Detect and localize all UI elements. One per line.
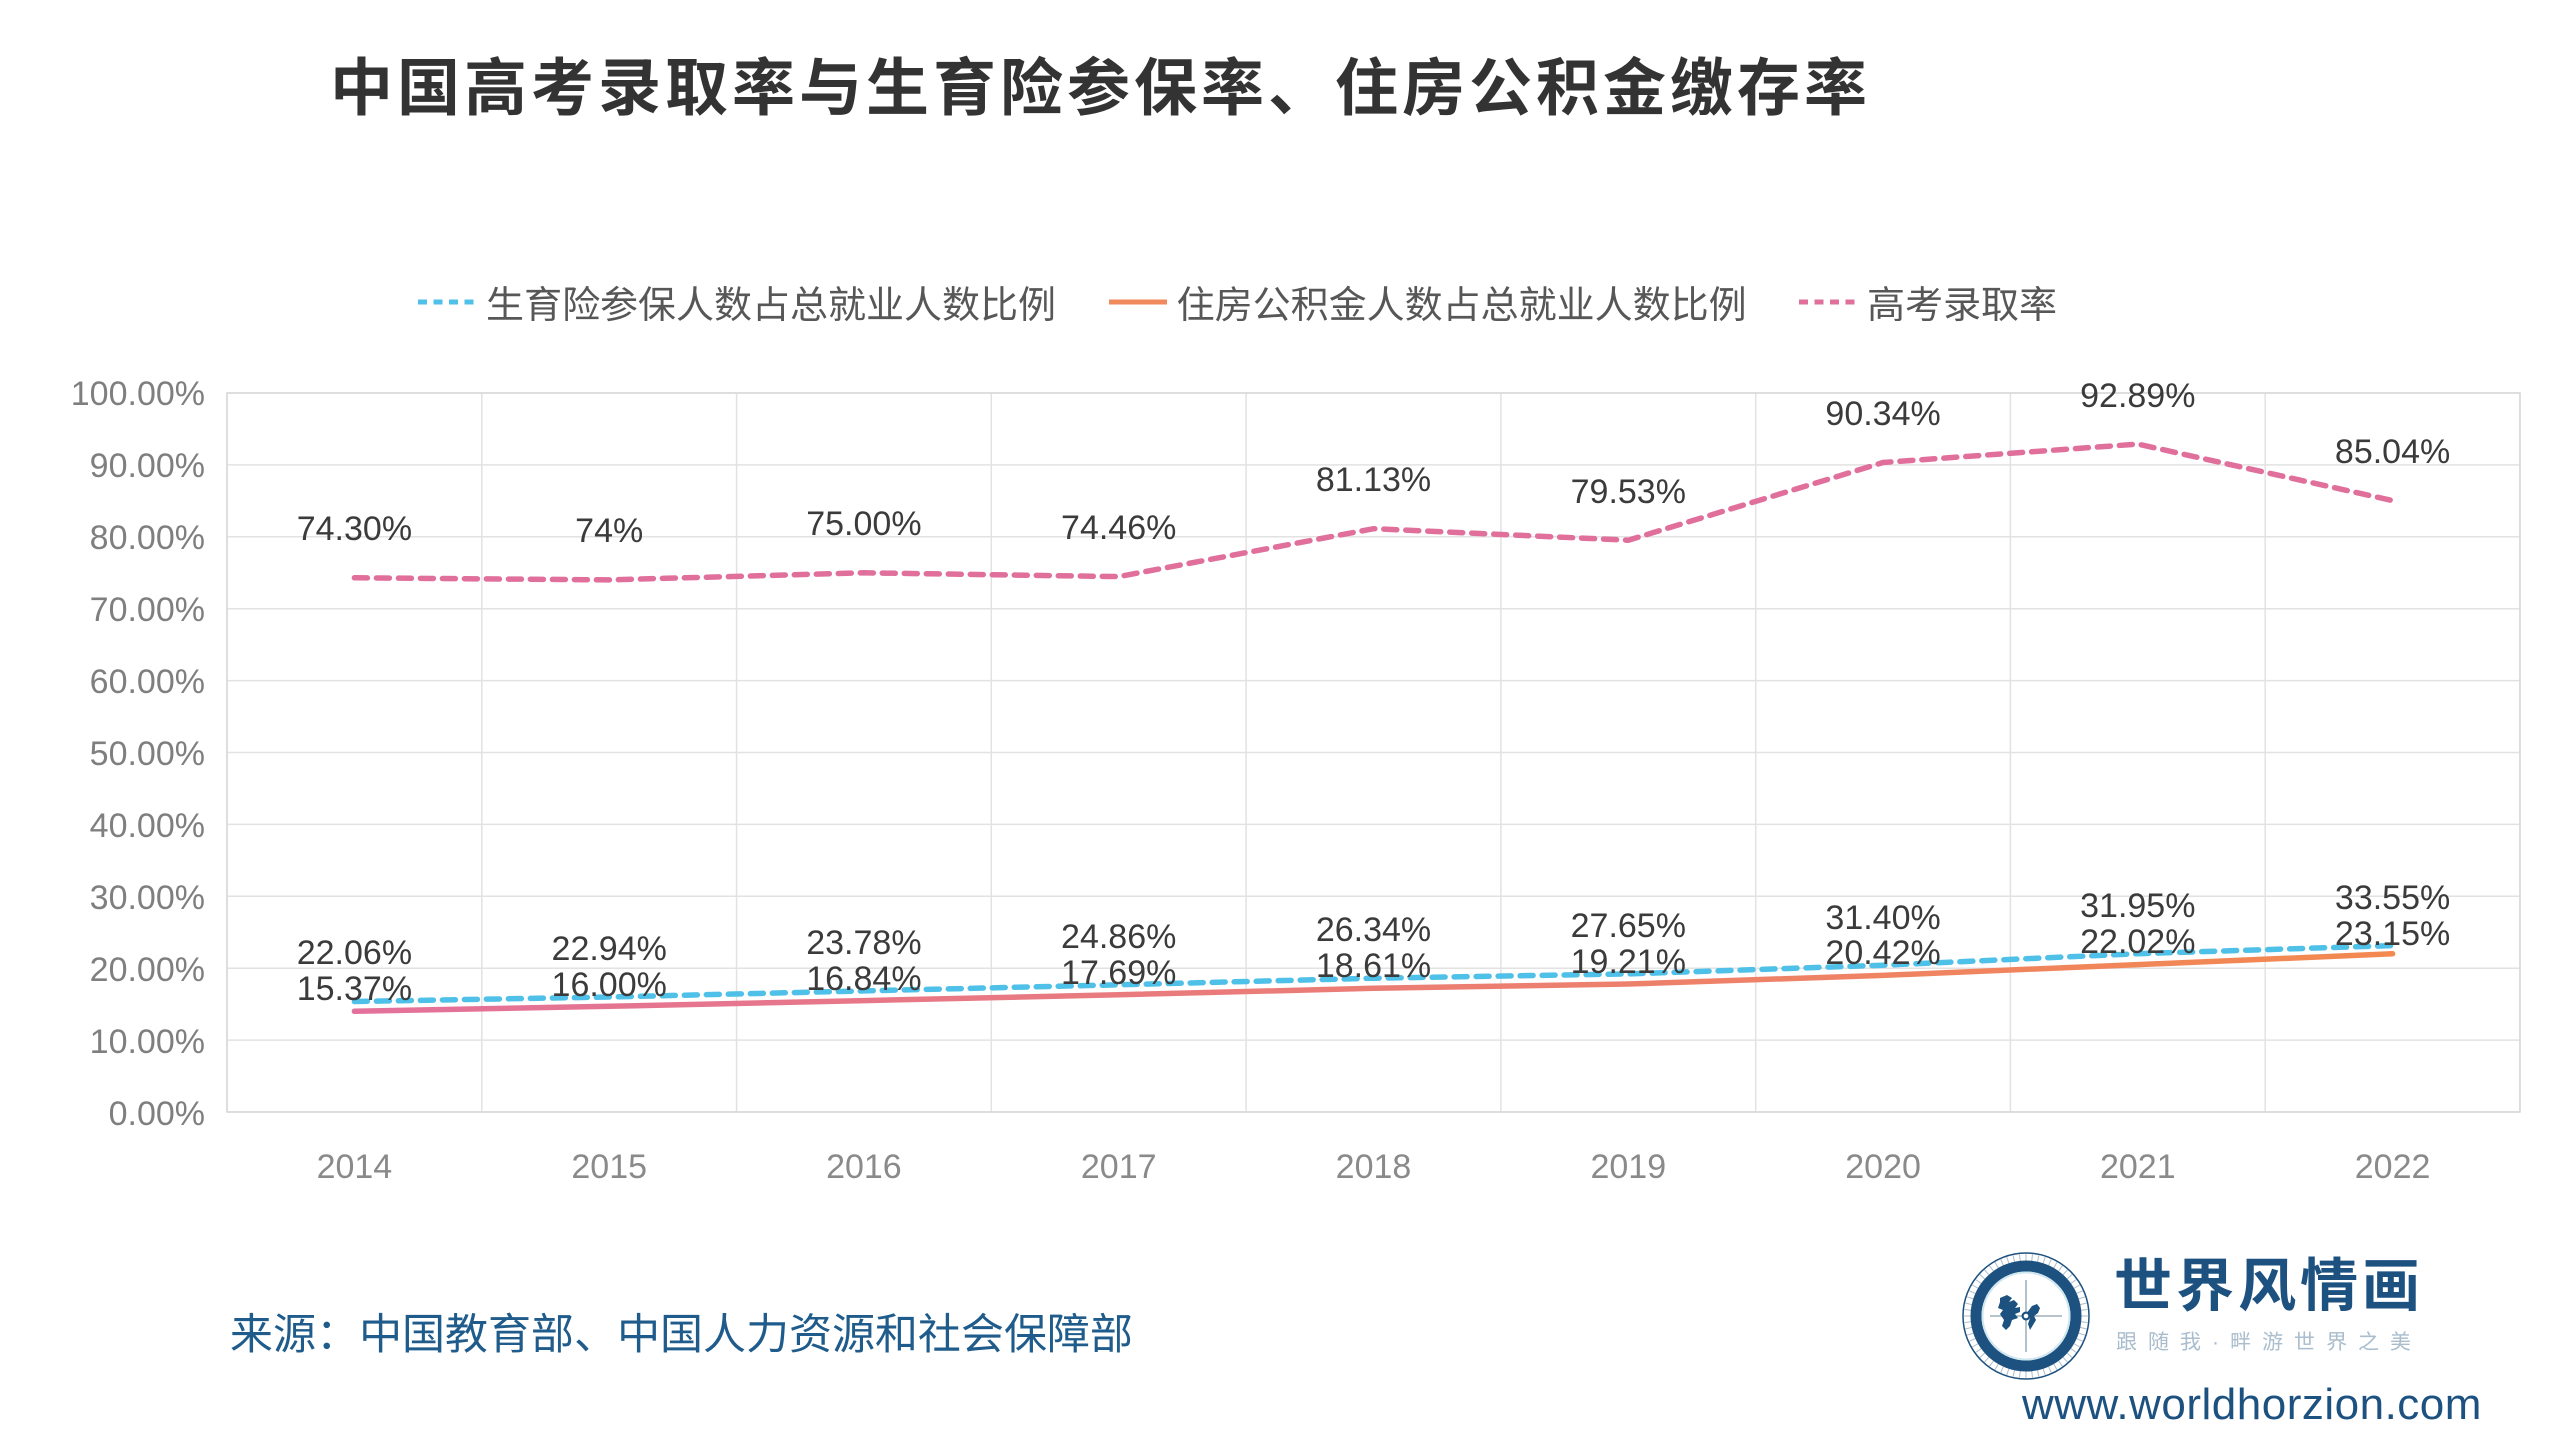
svg-text:81.13%: 81.13%: [1316, 461, 1431, 499]
svg-text:16.00%: 16.00%: [552, 966, 667, 1004]
svg-text:31.95%: 31.95%: [2080, 887, 2195, 925]
svg-text:30.00%: 30.00%: [90, 879, 205, 917]
svg-text:90.00%: 90.00%: [90, 447, 205, 485]
svg-text:75.00%: 75.00%: [806, 505, 921, 543]
svg-text:17.69%: 17.69%: [1061, 954, 1176, 992]
svg-text:23.78%: 23.78%: [806, 924, 921, 962]
svg-text:70.00%: 70.00%: [90, 591, 205, 629]
svg-text:23.15%: 23.15%: [2335, 915, 2450, 953]
svg-text:2015: 2015: [571, 1148, 647, 1186]
svg-text:79.53%: 79.53%: [1571, 473, 1686, 511]
svg-text:50.00%: 50.00%: [90, 735, 205, 773]
svg-text:0.00%: 0.00%: [109, 1095, 205, 1133]
svg-text:40.00%: 40.00%: [90, 807, 205, 845]
svg-text:33.55%: 33.55%: [2335, 879, 2450, 917]
svg-text:18.61%: 18.61%: [1316, 947, 1431, 985]
svg-text:2019: 2019: [1590, 1148, 1666, 1186]
svg-text:20.00%: 20.00%: [90, 951, 205, 989]
svg-text:16.84%: 16.84%: [806, 960, 921, 998]
svg-text:74%: 74%: [575, 512, 643, 550]
svg-text:2021: 2021: [2100, 1148, 2176, 1186]
svg-text:2014: 2014: [317, 1148, 393, 1186]
svg-text:100.00%: 100.00%: [71, 375, 205, 413]
svg-text:2018: 2018: [1336, 1148, 1412, 1186]
svg-text:27.65%: 27.65%: [1571, 907, 1686, 945]
svg-text:20.42%: 20.42%: [1825, 934, 1940, 972]
svg-text:31.40%: 31.40%: [1825, 899, 1940, 937]
svg-text:22.06%: 22.06%: [297, 934, 412, 972]
svg-text:2017: 2017: [1081, 1148, 1157, 1186]
svg-text:74.30%: 74.30%: [297, 510, 412, 548]
svg-text:74.46%: 74.46%: [1061, 509, 1176, 547]
svg-text:22.94%: 22.94%: [552, 930, 667, 968]
svg-text:2022: 2022: [2355, 1148, 2431, 1186]
svg-text:80.00%: 80.00%: [90, 519, 205, 557]
svg-text:22.02%: 22.02%: [2080, 923, 2195, 961]
svg-text:26.34%: 26.34%: [1316, 911, 1431, 949]
svg-text:10.00%: 10.00%: [90, 1023, 205, 1061]
svg-text:2020: 2020: [1845, 1148, 1921, 1186]
svg-text:90.34%: 90.34%: [1825, 395, 1940, 433]
svg-text:92.89%: 92.89%: [2080, 377, 2195, 415]
svg-text:19.21%: 19.21%: [1571, 943, 1686, 981]
svg-text:24.86%: 24.86%: [1061, 918, 1176, 956]
svg-text:15.37%: 15.37%: [297, 970, 412, 1008]
svg-text:2016: 2016: [826, 1148, 902, 1186]
svg-text:60.00%: 60.00%: [90, 663, 205, 701]
svg-text:85.04%: 85.04%: [2335, 433, 2450, 471]
